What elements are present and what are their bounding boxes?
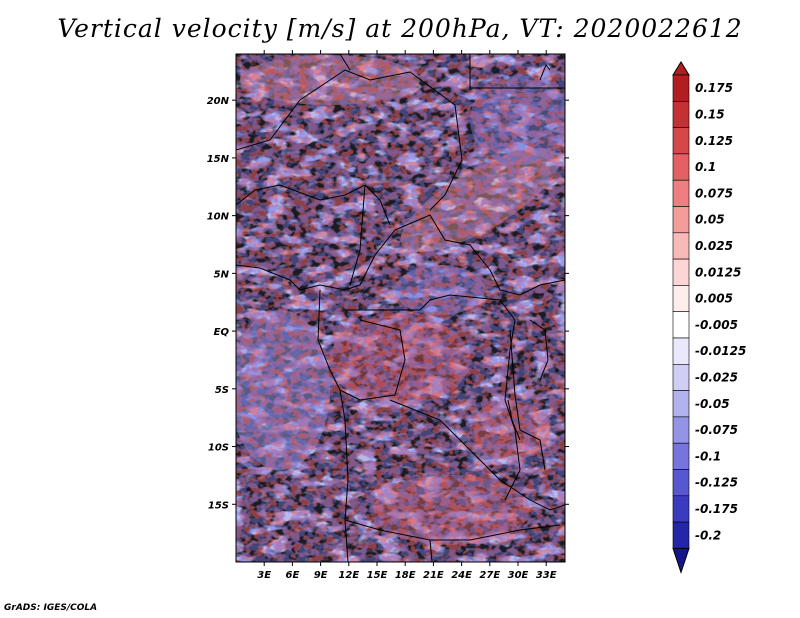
lake-shore (507, 399, 521, 441)
border-line (429, 539, 433, 562)
chart-title: Vertical velocity [m/s] at 200hPa, VT: 2… (57, 14, 743, 43)
border-line (509, 329, 546, 471)
colorbar-segment (672, 363, 690, 391)
x-tick-label: 27E (479, 570, 500, 581)
border-line (339, 54, 351, 71)
colorbar-label: -0.025 (695, 370, 738, 384)
colorbar-segment (672, 285, 690, 312)
colorbar-segment (672, 232, 690, 260)
x-tick-label: 18E (395, 570, 416, 581)
grads-credit: GrADS: IGES/COLA (4, 603, 98, 613)
border-line (394, 214, 565, 296)
border-line (339, 319, 406, 401)
colorbar-top-arrow (672, 61, 690, 76)
colorbar-label: -0.175 (695, 502, 738, 516)
colorbar-label: 0.005 (695, 292, 733, 306)
velocity-field (236, 54, 565, 562)
coastline (539, 64, 551, 81)
colorbar-label: 0.025 (695, 239, 733, 253)
field-detail-blue (236, 54, 565, 562)
colorbar-segment (672, 74, 690, 102)
colorbar-label: -0.1 (695, 449, 721, 463)
border-line (349, 184, 366, 286)
border-line (345, 294, 521, 501)
colorbar-segment (672, 179, 690, 207)
colorbar-segment (672, 258, 690, 286)
lake-shore (529, 319, 549, 381)
colorbar-label: -0.075 (695, 423, 738, 437)
x-tick-label: 15E (367, 570, 388, 581)
x-tick-label: 9E (314, 570, 328, 581)
y-tick-label: 5N (214, 269, 230, 280)
colorbar-label: 0.175 (695, 81, 733, 95)
x-tick-label: 30E (508, 570, 529, 581)
x-tick-label: 12E (338, 570, 359, 581)
colorbar-segment (672, 390, 690, 418)
colorbar-segment (672, 442, 690, 470)
x-tick-label: 24E (451, 570, 472, 581)
colorbar-segment (672, 101, 690, 128)
border-line (236, 184, 391, 226)
y-tick-label: 15S (208, 500, 229, 511)
border-line (389, 399, 565, 511)
border-line (236, 229, 396, 291)
colorbar-label: 0.1 (695, 160, 716, 174)
colorbar-label: -0.0125 (695, 344, 746, 358)
y-tick-label: 10S (208, 443, 229, 454)
x-tick-label: 6E (286, 570, 300, 581)
colorbar-label: 0.05 (695, 213, 725, 227)
colorbar-segment (672, 495, 690, 523)
colorbar-segment (672, 153, 690, 181)
colorbar-label: 0.125 (695, 134, 733, 148)
y-tick-label: 20N (207, 96, 230, 107)
border-line (344, 519, 561, 541)
y-axis-ticks: 20N 15N 10N 5N EQ 5S 10S 15S (207, 96, 569, 511)
colorbar-label: 0.0125 (695, 265, 741, 279)
x-tick-label: 21E (423, 570, 444, 581)
colorbar-label: -0.05 (695, 397, 730, 411)
colorbar-label: 0.15 (695, 107, 725, 121)
colorbar-segment (672, 469, 690, 497)
colorbar-label: -0.125 (695, 476, 738, 490)
plot-frame (235, 53, 566, 563)
colorbar-label: -0.2 (695, 528, 721, 542)
country-borders (236, 54, 565, 562)
colorbar-label: 0.075 (695, 186, 733, 200)
x-tick-label: 3E (257, 570, 271, 581)
colorbar-bottom-arrow (672, 547, 690, 574)
y-tick-label: 15N (207, 154, 230, 165)
y-tick-label: 5S (215, 385, 229, 396)
colorbar-label: -0.005 (695, 318, 738, 332)
coastline (317, 289, 349, 562)
y-tick-label: EQ (214, 327, 230, 338)
colorbar-segment (672, 416, 690, 444)
colorbar-segment (672, 127, 690, 155)
x-axis-ticks: 3E 6E 9E 12E 15E 18E 21E 24E 27E 30E 33E (257, 50, 557, 581)
colorbar-segment (672, 337, 690, 365)
colorbar: 0.175 0.15 0.125 0.1 0.075 0.05 0.025 0.0125 0.0… (672, 61, 746, 574)
colorbar-segment (672, 311, 690, 339)
border-line (469, 54, 565, 89)
colorbar-segment (672, 206, 690, 234)
border-line (236, 69, 463, 211)
x-tick-label: 33E (536, 570, 557, 581)
y-tick-label: 10N (207, 212, 230, 223)
colorbar-segment (672, 521, 690, 549)
